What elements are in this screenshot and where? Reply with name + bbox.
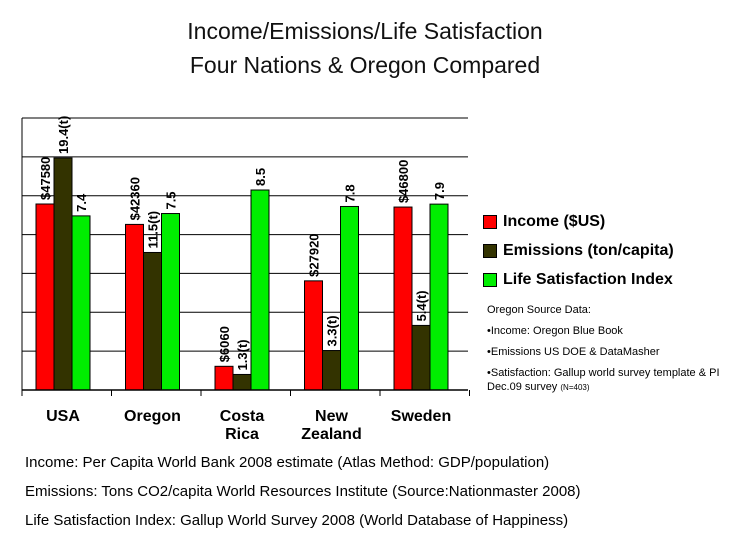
data-label: 7.5 (164, 191, 179, 209)
data-label: $46800 (396, 160, 411, 203)
legend-item-emissions: Emissions (ton/capita) (483, 236, 698, 265)
bar-2-0 (71, 215, 91, 391)
legend-swatch-emissions (483, 243, 497, 258)
oregon-source-notes: Oregon Source Data: •Income: Oregon Blue… (487, 300, 722, 395)
sources-heading: Oregon Source Data: (487, 304, 591, 316)
data-label: $27920 (307, 233, 322, 276)
bar-1-0 (53, 157, 73, 391)
footnotes: Income: Per Capita World Bank 2008 estim… (25, 448, 725, 535)
category-label: USA (46, 408, 80, 425)
data-label: 1.3(t) (235, 339, 250, 370)
legend: Income ($US) Emissions (ton/capita) Life… (483, 207, 698, 294)
bar-1-1 (143, 251, 162, 391)
data-label: $47580 (38, 157, 53, 200)
footnote-emissions: Emissions: Tons CO2/capita World Resourc… (25, 483, 581, 500)
data-label: 19.4(t) (56, 116, 71, 154)
source-satisfaction-text: •Satisfaction: Gallup world survey templ… (487, 367, 720, 393)
bar-2-4 (429, 203, 449, 391)
legend-label-emissions: Emissions (ton/capita) (503, 241, 674, 259)
bar-0-0 (35, 203, 55, 391)
bar-0-4 (393, 206, 413, 391)
category-label: Rica (225, 426, 259, 443)
data-label: $6060 (217, 326, 232, 362)
source-satisfaction: •Satisfaction: Gallup world survey templ… (487, 366, 722, 395)
bar-0-3 (304, 280, 323, 391)
bar-2-2 (250, 189, 270, 391)
bar-2-1 (161, 213, 180, 391)
chart-title: Income/Emissions/Life Satisfaction (187, 18, 543, 44)
category-label: Oregon (124, 408, 181, 425)
data-label: 8.5 (253, 168, 268, 186)
bar-1-3 (322, 350, 341, 391)
legend-item-income: Income ($US) (483, 207, 698, 236)
data-label: 7.4 (74, 193, 89, 212)
data-label: 3.3(t) (325, 315, 340, 346)
footnote-income: Income: Per Capita World Bank 2008 estim… (25, 454, 550, 471)
category-label: Sweden (391, 408, 451, 425)
data-label: 5.4(t) (414, 290, 429, 321)
source-satisfaction-n: (N=403) (560, 383, 590, 392)
category-label: New (315, 408, 348, 425)
footnote-satisfaction: Life Satisfaction Index: Gallup World Su… (25, 512, 569, 529)
category-label: Costa (220, 408, 265, 425)
bar-2-3 (340, 205, 359, 391)
category-label: Zealand (301, 426, 361, 443)
legend-label-satisfaction: Life Satisfaction Index (503, 270, 673, 288)
data-label: $42360 (128, 177, 143, 220)
legend-item-satisfaction: Life Satisfaction Index (483, 265, 698, 294)
data-label: 11.5(t) (146, 211, 161, 249)
data-label: 7.8 (343, 184, 358, 202)
data-label: 7.9 (432, 182, 447, 200)
source-income: •Income: Oregon Blue Book (487, 325, 623, 337)
bar-1-4 (411, 324, 431, 391)
bar-1-2 (232, 373, 252, 391)
chart-subtitle: Four Nations & Oregon Compared (189, 52, 541, 78)
legend-swatch-income (483, 214, 497, 229)
bar-0-1 (125, 223, 144, 391)
legend-swatch-satisfaction (483, 272, 497, 287)
bar-0-2 (214, 365, 234, 391)
source-emissions: •Emissions US DOE & DataMasher (487, 346, 660, 358)
legend-label-income: Income ($US) (503, 212, 606, 230)
